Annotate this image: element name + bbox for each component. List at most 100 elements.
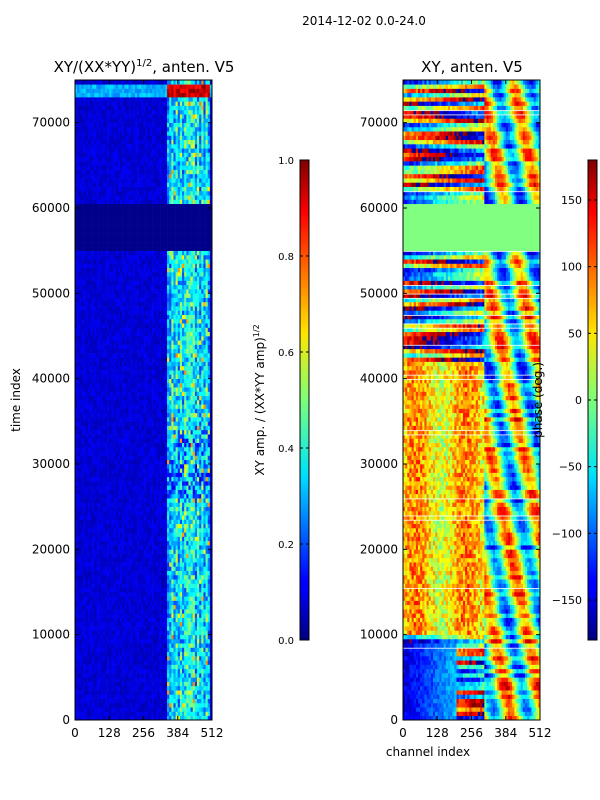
amplitude-heatmap-cell	[199, 707, 202, 712]
amplitude-heatmap-cell	[92, 395, 95, 401]
amplitude-heatmap-cell	[152, 690, 155, 695]
amplitude-heatmap-cell	[102, 600, 106, 606]
amplitude-heatmap-cell	[207, 626, 211, 631]
amplitude-heatmap-cell	[152, 455, 155, 461]
amplitude-heatmap-cell	[175, 519, 179, 525]
amplitude-heatmap-cell	[79, 583, 82, 589]
amplitude-heatmap-cell	[201, 523, 204, 529]
amplitude-heatmap-cell	[79, 690, 82, 695]
amplitude-heatmap-cell	[119, 587, 123, 593]
amplitude-heatmap-cell	[115, 412, 119, 418]
amplitude-heatmap-cell	[171, 587, 174, 593]
amplitude-heatmap-cell	[205, 609, 209, 614]
amplitude-heatmap-cell	[79, 592, 82, 597]
amplitude-heatmap-cell	[130, 528, 134, 533]
amplitude-heatmap-cell	[199, 412, 202, 418]
amplitude-heatmap-cell	[194, 476, 198, 482]
amplitude-heatmap-cell	[169, 468, 172, 473]
amplitude-heatmap-cell	[132, 600, 136, 606]
amplitude-heatmap-cell	[130, 677, 134, 682]
amplitude-heatmap-cell	[98, 408, 101, 414]
amplitude-heatmap-cell	[156, 451, 159, 456]
amplitude-heatmap-cell	[107, 515, 110, 520]
amplitude-heatmap-cell	[124, 707, 127, 712]
amplitude-heatmap-cell	[126, 600, 129, 606]
amplitude-heatmap-cell	[79, 395, 82, 401]
amplitude-heatmap-cell	[111, 557, 114, 563]
amplitude-heatmap-cell	[152, 523, 155, 529]
amplitude-heatmap-cell	[160, 592, 164, 597]
amplitude-heatmap-cell	[115, 647, 119, 653]
amplitude-heatmap-cell	[102, 621, 106, 627]
amplitude-heatmap-cell	[119, 391, 123, 397]
amplitude-heatmap-cell	[143, 485, 146, 490]
amplitude-heatmap-cell	[92, 668, 95, 674]
amplitude-heatmap-cell	[199, 579, 202, 584]
amplitude-heatmap-cell	[104, 506, 108, 512]
amplitude-heatmap-cell	[104, 600, 108, 606]
amplitude-heatmap-cell	[117, 592, 121, 597]
amplitude-heatmap-cell	[203, 472, 206, 478]
amplitude-heatmap-cell	[205, 408, 209, 414]
amplitude-heatmap-cell	[119, 545, 123, 550]
amplitude-heatmap-cell	[141, 660, 144, 665]
amplitude-heatmap-cell	[149, 570, 153, 576]
amplitude-heatmap-cell	[169, 698, 172, 704]
amplitude-heatmap-cell	[199, 536, 202, 542]
amplitude-heatmap-cell	[96, 583, 99, 589]
amplitude-heatmap-cell	[182, 621, 185, 627]
amplitude-heatmap-cell	[145, 528, 149, 533]
amplitude-heatmap-cell	[186, 404, 189, 409]
amplitude-heatmap-cell	[169, 515, 172, 520]
amplitude-heatmap-cell	[169, 429, 172, 435]
amplitude-heatmap-cell	[182, 400, 185, 405]
amplitude-heatmap-cell	[139, 472, 142, 478]
amplitude-heatmap-cell	[203, 446, 206, 452]
amplitude-heatmap-cell	[169, 540, 172, 546]
amplitude-heatmap-cell	[169, 493, 172, 499]
amplitude-heatmap-cell	[89, 489, 93, 495]
amplitude-heatmap-cell	[175, 681, 179, 687]
amplitude-heatmap-cell	[81, 451, 84, 456]
amplitude-heatmap-cell	[117, 596, 121, 601]
amplitude-heatmap-cell	[77, 519, 80, 525]
amplitude-heatmap-cell	[92, 468, 95, 473]
amplitude-heatmap-cell	[190, 668, 194, 674]
amplitude-heatmap-cell	[77, 685, 80, 691]
amplitude-heatmap-cell	[145, 715, 149, 721]
amplitude-heatmap-cell	[85, 647, 89, 653]
amplitude-heatmap-cell	[98, 592, 101, 597]
amplitude-heatmap-cell	[75, 677, 78, 682]
amplitude-heatmap-cell	[190, 630, 194, 635]
amplitude-heatmap-cell	[122, 566, 125, 571]
amplitude-heatmap-cell	[81, 391, 84, 397]
amplitude-heatmap-cell	[164, 596, 168, 601]
amplitude-heatmap-cell	[115, 621, 119, 627]
amplitude-heatmap-cell	[141, 579, 144, 584]
amplitude-heatmap-cell	[158, 519, 161, 525]
amplitude-heatmap-cell	[141, 609, 144, 614]
amplitude-heatmap-cell	[92, 715, 95, 721]
amplitude-heatmap-cell	[192, 532, 196, 537]
amplitude-heatmap-cell	[147, 438, 151, 443]
amplitude-heatmap-cell	[141, 707, 144, 712]
amplitude-heatmap-cell	[130, 434, 134, 439]
amplitude-heatmap-cell	[186, 515, 189, 520]
amplitude-heatmap-cell	[134, 673, 138, 678]
amplitude-heatmap-cell	[141, 634, 144, 640]
amplitude-heatmap-cell	[158, 412, 161, 418]
amplitude-heatmap-cell	[179, 498, 183, 503]
amplitude-heatmap-cell	[87, 395, 91, 401]
amplitude-heatmap-cell	[205, 404, 209, 409]
amplitude-heatmap-cell	[124, 617, 127, 623]
amplitude-heatmap-cell	[152, 621, 155, 627]
amplitude-heatmap-cell	[111, 690, 114, 695]
amplitude-heatmap-cell	[117, 702, 121, 708]
amplitude-heatmap-cell	[132, 536, 136, 542]
amplitude-heatmap-cell	[190, 621, 194, 627]
amplitude-heatmap-cell	[94, 489, 97, 495]
amplitude-heatmap-cell	[188, 617, 191, 623]
amplitude-heatmap-cell	[100, 498, 104, 503]
amplitude-heatmap-cell	[209, 532, 213, 537]
amplitude-heatmap-cell	[141, 404, 144, 409]
